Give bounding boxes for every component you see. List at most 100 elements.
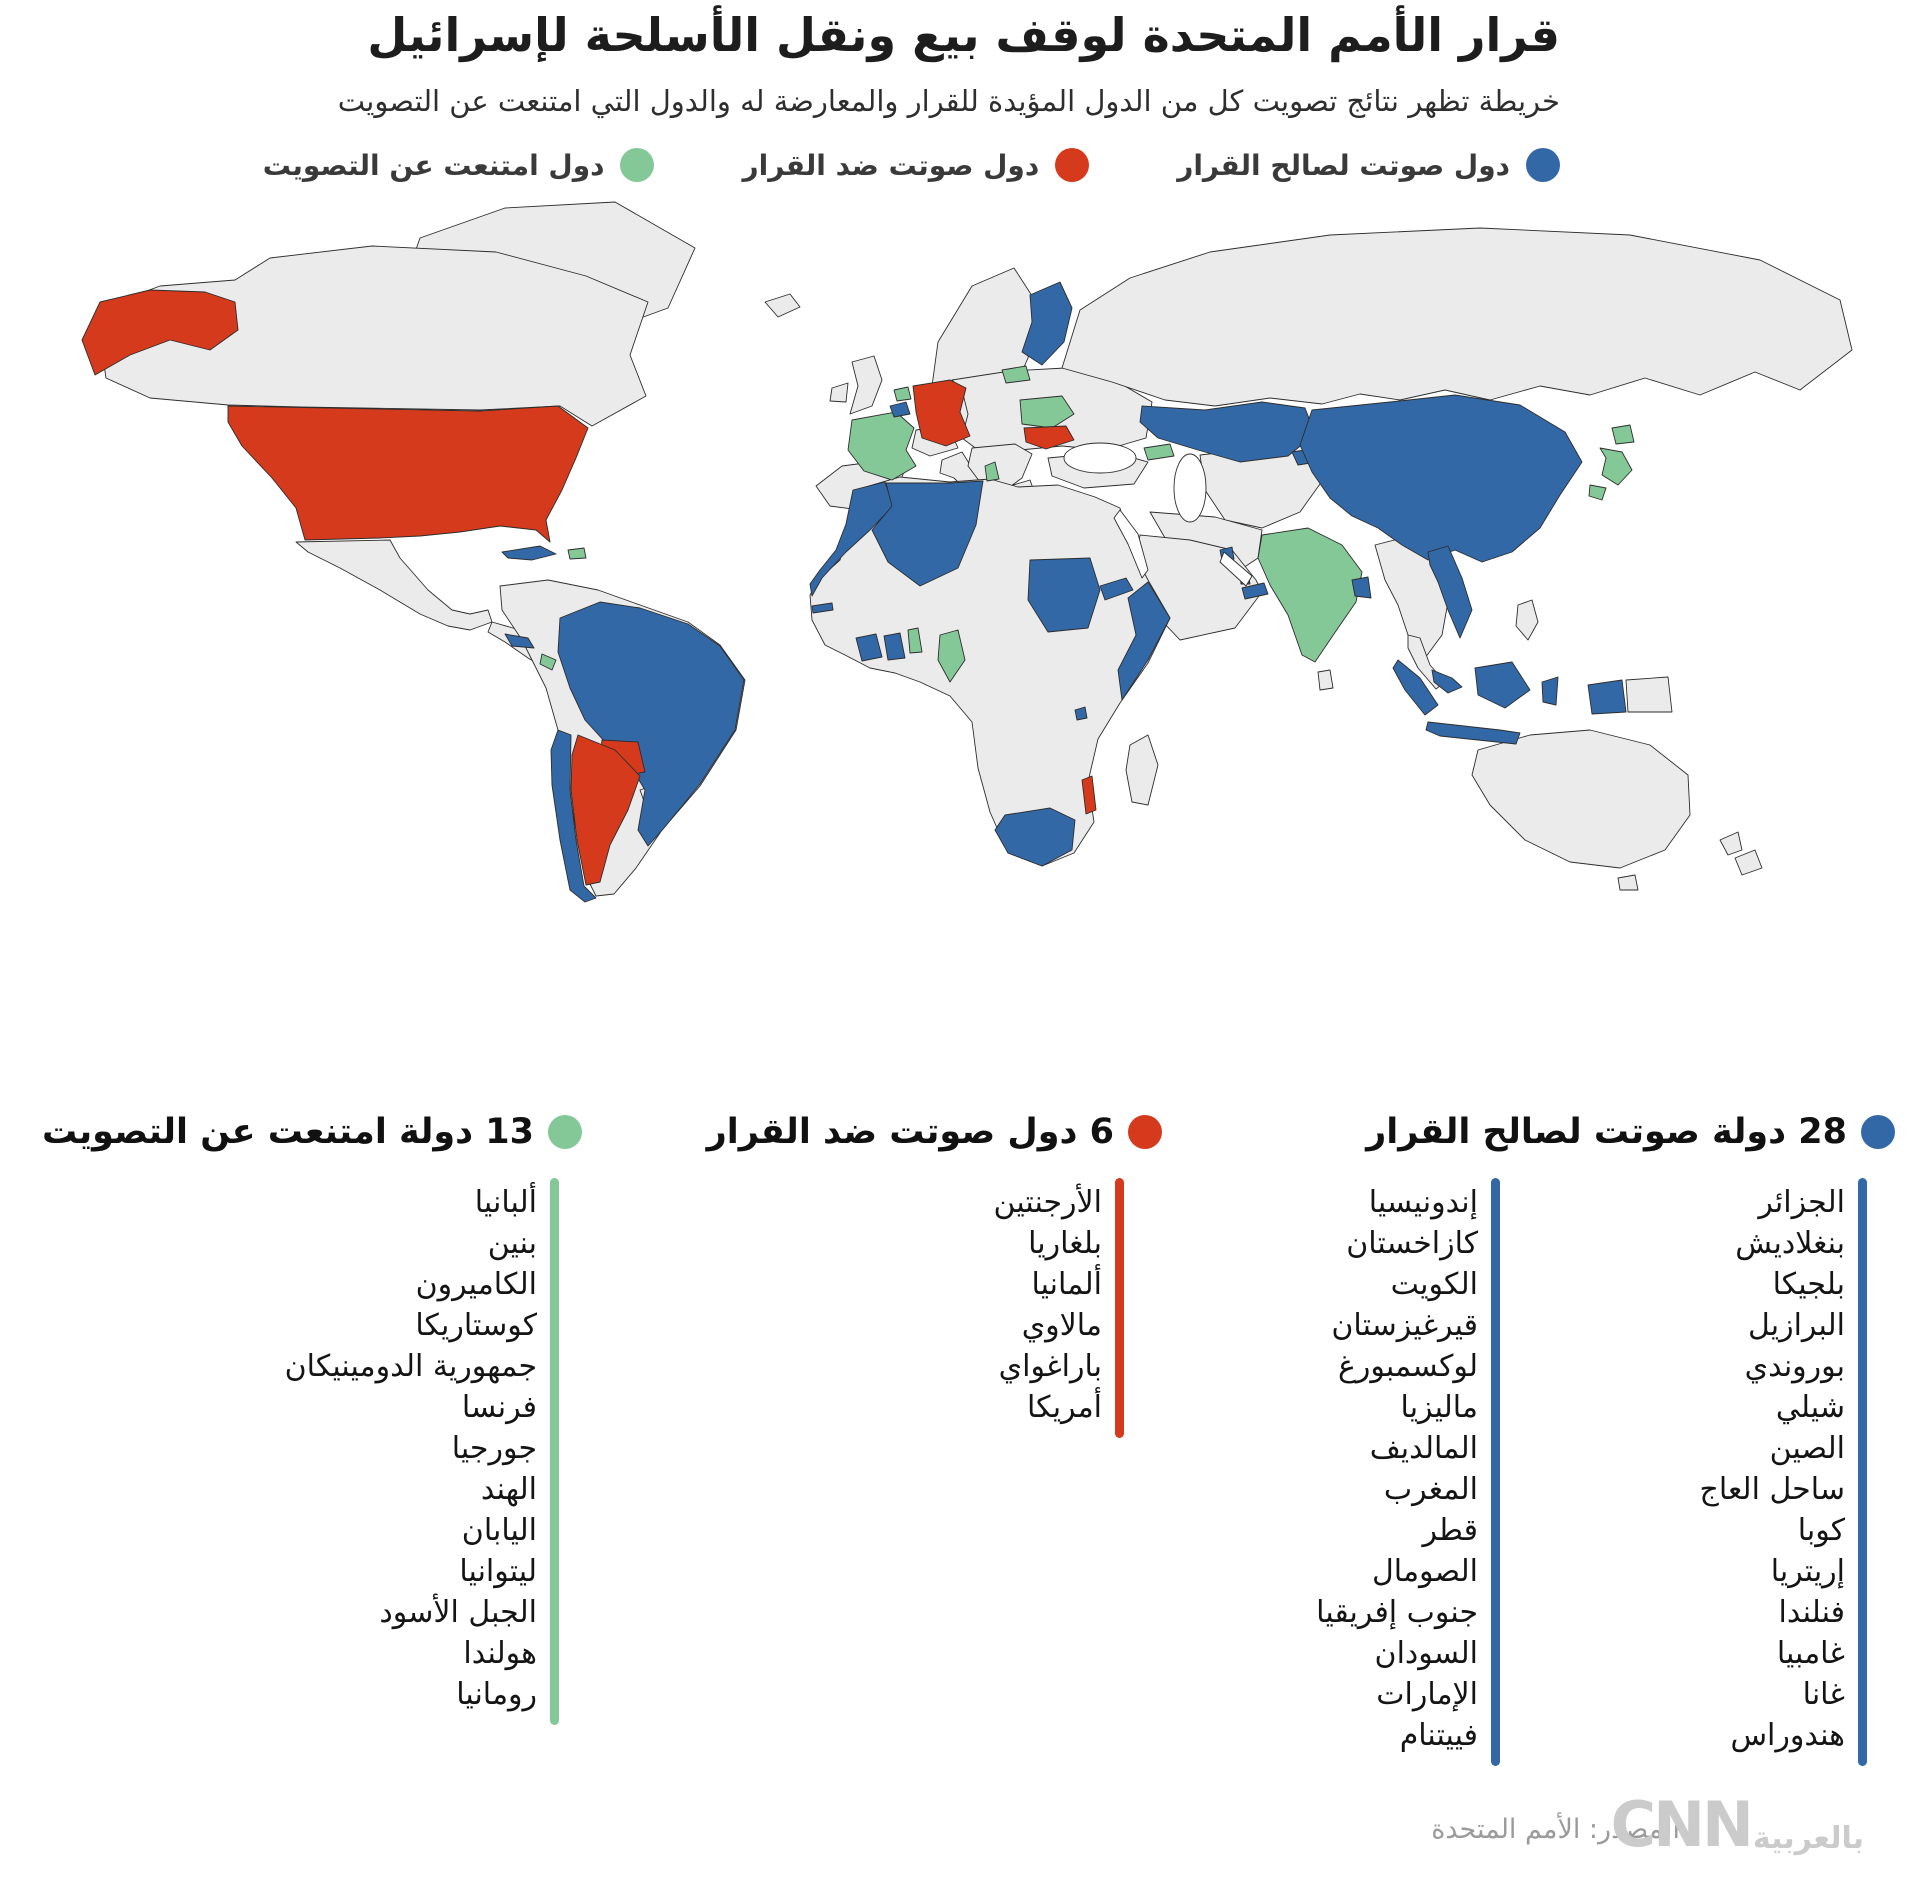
world-map-svg <box>81 201 1853 903</box>
country-chile-shape <box>550 729 597 903</box>
country-item: الكويت <box>1390 1267 1478 1302</box>
country-indonesia-borneo-shape <box>1474 661 1531 709</box>
country-item: لوكسمبورغ <box>1338 1349 1478 1384</box>
country-item: فييتنام <box>1399 1718 1478 1753</box>
abstain-country-list: ألبانيا بنين الكاميرون كوستاريكا جمهورية الد… <box>39 1178 537 1725</box>
country-item: شيلي <box>1775 1390 1845 1425</box>
country-romania-shape <box>1019 395 1075 429</box>
country-ghana-shape <box>883 632 906 661</box>
country-item: جمهورية الدومينيكان <box>284 1349 537 1384</box>
list-heading-against-label: 6 دول صوتت ضد القرار <box>706 1112 1114 1152</box>
country-item: السودان <box>1374 1636 1478 1671</box>
country-indonesia-papua-shape <box>1587 679 1627 715</box>
cnn-logo-arabic-text: بالعربية <box>1752 1821 1864 1856</box>
country-item: المغرب <box>1383 1472 1478 1507</box>
country-item: هندوراس <box>1730 1718 1845 1753</box>
legend-item-for: دول صوتت لصالح القرار <box>1177 148 1560 182</box>
landmass-philippines <box>1515 599 1539 641</box>
list-heading-for-label: 28 دولة صوتت لصالح القرار <box>1366 1112 1847 1152</box>
country-item: أمريكا <box>1026 1390 1102 1425</box>
landmass-madagascar <box>1125 734 1159 806</box>
landmass-uk <box>849 355 883 415</box>
country-item: جورجيا <box>451 1431 537 1466</box>
abstain-dot-icon <box>620 148 655 182</box>
landmass-sri-lanka <box>1317 669 1334 691</box>
list-heading-abstain: 13 دولة امتنعت عن التصويت <box>39 1112 582 1152</box>
country-georgia-shape <box>1143 443 1175 461</box>
country-alaska-shape <box>81 289 239 376</box>
country-item: فرنسا <box>461 1390 537 1425</box>
country-algeria-shape <box>871 480 984 587</box>
country-gambia-shape <box>811 602 834 614</box>
country-cuba-shape <box>501 545 557 561</box>
black-sea <box>1063 442 1137 474</box>
for-dot-icon <box>1526 148 1560 182</box>
country-cote-divoire-shape <box>855 633 883 662</box>
legend-label-for: دول صوتت لصالح القرار <box>1177 148 1510 182</box>
country-lithuania-shape <box>1001 365 1031 384</box>
country-france-shape <box>847 411 917 481</box>
landmass-png <box>1625 676 1673 713</box>
country-item: مالاوي <box>1021 1308 1102 1343</box>
country-belgium-shape <box>889 401 911 418</box>
country-item: اليابان <box>461 1513 537 1548</box>
country-usa-shape <box>227 405 589 543</box>
country-item: بنين <box>487 1226 537 1261</box>
country-item: الهند <box>480 1472 537 1507</box>
against-column: الأرجنتين بلغاريا ألمانيا مالاوي باراغواي أمر… <box>794 1178 1124 1438</box>
country-item: قيرغيزستان <box>1331 1308 1478 1343</box>
list-heading-for: 28 دولة صوتت لصالح القرار <box>1150 1112 1895 1152</box>
country-item: الأرجنتين <box>993 1185 1102 1220</box>
country-item: باراغواي <box>998 1349 1102 1384</box>
country-germany-shape <box>912 379 971 447</box>
abstain-column: ألبانيا بنين الكاميرون كوستاريكا جمهورية الد… <box>39 1178 559 1725</box>
for-country-list-2: إندونيسيا كازاخستان الكويت قيرغيزستان لوكسمب… <box>1150 1178 1478 1766</box>
country-india-shape <box>1257 527 1363 663</box>
country-burundi-shape <box>1074 706 1088 721</box>
country-item: إندونيسيا <box>1368 1185 1478 1220</box>
for-column-2: إندونيسيا كازاخستان الكويت قيرغيزستان لوكسمب… <box>1150 1178 1500 1766</box>
country-costa-rica-shape <box>539 653 557 671</box>
country-sudan-shape <box>1027 557 1101 633</box>
red-sea <box>1113 509 1149 579</box>
country-item: بنغلاديش <box>1735 1226 1845 1261</box>
against-country-list: الأرجنتين بلغاريا ألمانيا مالاوي باراغواي أمر… <box>794 1178 1102 1438</box>
country-item: هولندا <box>463 1636 537 1671</box>
country-kazakhstan-shape <box>1139 401 1316 463</box>
country-bulgaria-shape <box>1023 425 1075 450</box>
list-group-against: 6 دول صوتت ضد القرار الأرجنتين بلغاريا ألم… <box>707 1112 1162 1438</box>
country-item: الصومال <box>1372 1554 1478 1589</box>
page-subtitle: خريطة تظهر نتائج تصويت كل من الدول المؤي… <box>337 84 1560 118</box>
country-item: كوستاريكا <box>415 1308 537 1343</box>
landmass-iceland <box>764 293 801 318</box>
legend: دول صوتت لصالح القرار دول صوتت ضد القرار… <box>263 148 1560 182</box>
country-indonesia-java-shape <box>1425 721 1521 745</box>
country-item: فنلندا <box>1778 1595 1845 1630</box>
against-dot-icon <box>1055 148 1090 182</box>
country-item: غانا <box>1802 1677 1845 1712</box>
country-item: إريتريا <box>1770 1554 1845 1589</box>
country-japan-honshu-shape <box>1599 447 1633 486</box>
for-column-2-bar <box>1491 1178 1500 1766</box>
landmass-australia <box>1471 729 1691 869</box>
country-item: الإمارات <box>1376 1677 1478 1712</box>
legend-label-against: دول صوتت ضد القرار <box>742 148 1040 182</box>
for-column-1-bar <box>1858 1178 1867 1766</box>
country-south-africa-shape <box>994 807 1076 867</box>
list-heading-abstain-label: 13 دولة امتنعت عن التصويت <box>41 1112 534 1152</box>
cnn-arabic-logo: بالعربية CNN <box>1611 1788 1864 1861</box>
legend-item-against: دول صوتت ضد القرار <box>742 148 1090 182</box>
country-item: ألبانيا <box>474 1185 537 1220</box>
country-eritrea-shape <box>1099 577 1134 601</box>
legend-label-abstain: دول امتنعت عن التصويت <box>262 148 605 182</box>
against-column-bar <box>1115 1178 1124 1438</box>
country-dominican-republic-shape <box>567 547 587 560</box>
country-item: المالديف <box>1369 1431 1478 1466</box>
list-group-for: 28 دولة صوتت لصالح القرار الجزائر بنغلادي… <box>1150 1112 1895 1766</box>
landmass-canada <box>95 245 649 427</box>
country-item: ألمانيا <box>1031 1267 1102 1302</box>
country-bangladesh-shape <box>1351 576 1372 599</box>
country-item: جنوب إفريقيا <box>1316 1595 1478 1630</box>
landmass-nz-south <box>1734 849 1763 876</box>
country-albania-shape <box>984 461 1000 482</box>
